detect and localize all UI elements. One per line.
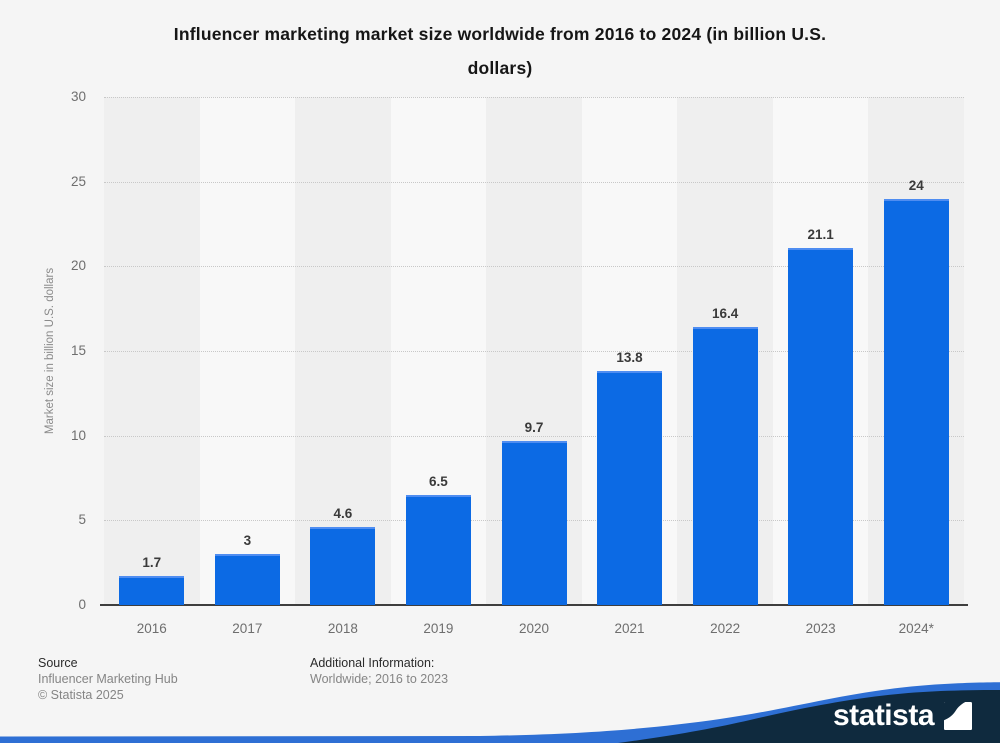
source-name: Influencer Marketing Hub	[38, 672, 178, 686]
gridline	[104, 435, 964, 437]
y-tick-label: 10	[70, 427, 86, 443]
bar-value-label: 9.7	[524, 419, 544, 435]
y-tick-label: 15	[70, 343, 86, 358]
bar-value-label: 24	[908, 177, 924, 193]
gridline	[104, 266, 964, 268]
bar-value-label: 4.6	[333, 506, 353, 522]
gridline	[104, 97, 964, 98]
gridline	[104, 181, 964, 183]
x-axis-label: 2016	[136, 621, 167, 636]
statista-wave-banner	[0, 682, 1000, 743]
bar-2021	[597, 371, 663, 605]
x-axis-line	[100, 604, 968, 606]
bar-value-label: 1.7	[142, 555, 162, 571]
y-tick-label: 5	[78, 512, 86, 528]
x-axis-label: 2017	[232, 621, 263, 636]
x-axis-label: 2019	[423, 621, 454, 636]
bar-2023	[788, 247, 854, 605]
bar-2018	[310, 527, 376, 605]
gridline	[104, 351, 964, 352]
chart-title-line2: dollars)	[467, 58, 533, 78]
y-axis-ticks: 0 5 10 15 20 25 30	[20, 89, 86, 612]
bar-2017	[214, 554, 280, 605]
statista-logo-text: statista	[832, 699, 935, 732]
additional-info-label: Additional Information:	[310, 656, 435, 670]
additional-info-block: Additional Information: Worldwide; 2016 …	[310, 655, 448, 687]
additional-info-text: Worldwide; 2016 to 2023	[310, 672, 449, 686]
plot-area: 1.7 2016 3 2017 4.6 2018 6.5 2019 9.7 2020 13.8 202…	[100, 97, 968, 636]
bar-2024*	[883, 198, 949, 605]
bar-value-label: 3	[243, 533, 252, 549]
source-label: Source	[38, 656, 78, 670]
x-axis-label: 2021	[614, 621, 645, 636]
y-tick-label: 25	[70, 173, 86, 189]
copyright-text: © Statista 2025	[38, 688, 124, 702]
x-axis-label: 2018	[327, 621, 358, 636]
y-tick-label: 20	[70, 258, 86, 274]
y-tick-label: 0	[78, 597, 86, 612]
x-axis-label: 2022	[710, 621, 741, 636]
banner-navy-wave	[618, 690, 1000, 743]
y-tick-label: 30	[70, 89, 86, 104]
source-block: Source Influencer Marketing Hub © Statis…	[38, 655, 178, 703]
x-axis-label: 2024*	[898, 621, 934, 636]
bar-value-label: 13.8	[616, 350, 643, 366]
statista-logo-icon	[944, 702, 972, 730]
x-axis-label: 2023	[805, 621, 836, 636]
bar-value-label: 16.4	[711, 306, 739, 322]
bar-2022	[692, 327, 758, 605]
bar-value-label: 21.1	[807, 226, 834, 242]
bar-2016	[119, 576, 185, 605]
chart-title: Influencer marketing market size worldwi…	[0, 17, 1000, 85]
x-axis-label: 2020	[518, 621, 550, 636]
bar-value-label: 6.5	[429, 473, 448, 489]
chart-title-line1: Influencer marketing market size worldwi…	[173, 24, 827, 44]
bar-2019	[405, 494, 471, 605]
bar-2020	[501, 440, 567, 605]
statista-logo: statista	[832, 699, 972, 732]
